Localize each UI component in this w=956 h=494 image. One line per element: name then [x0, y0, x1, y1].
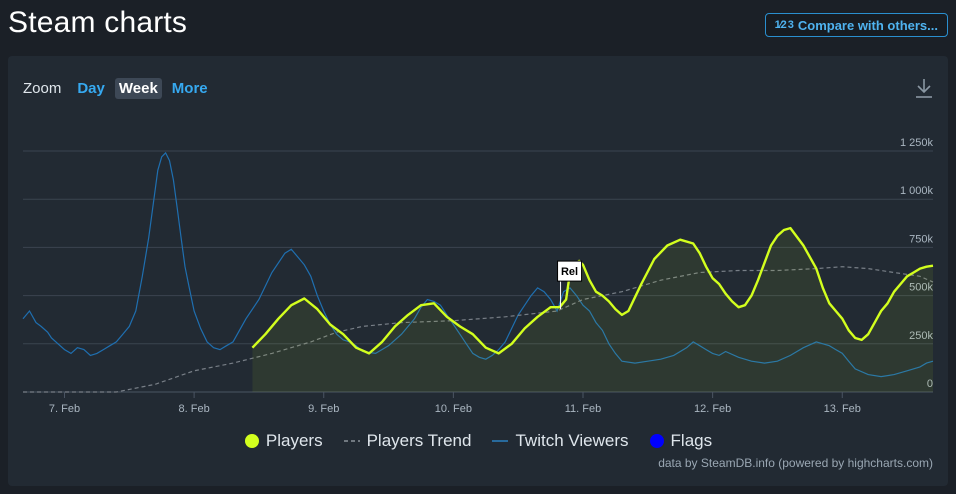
download-icon[interactable] [914, 76, 934, 100]
y-tick-label: 250k [909, 330, 933, 342]
x-tick-label: 9. Feb [308, 403, 339, 415]
legend-item-twitch[interactable]: Twitch Viewers [491, 431, 629, 451]
flag-label: Rel [561, 266, 578, 278]
x-tick-label: 8. Feb [179, 403, 210, 415]
series-players-area [252, 228, 933, 392]
legend-flags-label: Flags [670, 431, 713, 450]
chart-panel: Zoom Day Week More 0 250k 500k 750k 1 000k 1 … [8, 56, 948, 486]
legend-twitch-label: Twitch Viewers [515, 431, 629, 450]
y-tick-label: 1 250k [900, 137, 934, 149]
legend-flags-symbol [649, 434, 664, 448]
credits[interactable]: data by SteamDB.info (powered by highcha… [658, 456, 933, 470]
compare-button[interactable]: 1⁄2 3 Compare with others... [764, 13, 948, 37]
x-tick-label: 7. Feb [49, 403, 80, 415]
y-tick-label: 1 000k [900, 185, 934, 197]
page-title: Steam charts [8, 6, 188, 39]
x-tick-label: 11. Feb [565, 403, 602, 415]
y-tick-label: 0 [927, 378, 933, 390]
legend-item-players[interactable]: Players [244, 431, 323, 451]
series-twitch-line [22, 151, 934, 378]
y-tick-label: 500k [909, 282, 933, 294]
zoom-week-button[interactable]: Week [114, 78, 162, 99]
legend-item-flags[interactable]: Flags [649, 431, 713, 451]
legend-twitch-symbol [492, 440, 509, 442]
x-tick-label: 10. Feb [435, 403, 472, 415]
series-players-line [251, 226, 934, 355]
zoom-controls: Zoom Day Week More [23, 78, 212, 99]
flag-box [557, 260, 583, 282]
y-tick-label: 750k [909, 233, 933, 245]
compare-button-label: Compare with others... [797, 17, 938, 33]
legend-players-symbol [244, 434, 259, 448]
fraction-icon: 1⁄2 3 [774, 19, 794, 31]
zoom-more-button[interactable]: More [171, 80, 208, 97]
legend-trend-symbol [343, 440, 360, 442]
legend-item-trend[interactable]: Players Trend [343, 431, 472, 451]
x-tick-label: 12. Feb [694, 403, 731, 415]
zoom-label: Zoom [23, 80, 62, 97]
chart: 0 250k 500k 750k 1 000k 1 250k 7. Feb 8. Feb 9. … [22, 137, 934, 415]
legend-trend-label: Players Trend [366, 431, 472, 450]
zoom-day-button[interactable]: Day [77, 80, 105, 97]
x-tick-label: 13. Feb [824, 403, 861, 415]
legend: Players Players Trend Twitch Viewers Fla… [8, 431, 948, 451]
legend-players-label: Players [265, 431, 323, 450]
